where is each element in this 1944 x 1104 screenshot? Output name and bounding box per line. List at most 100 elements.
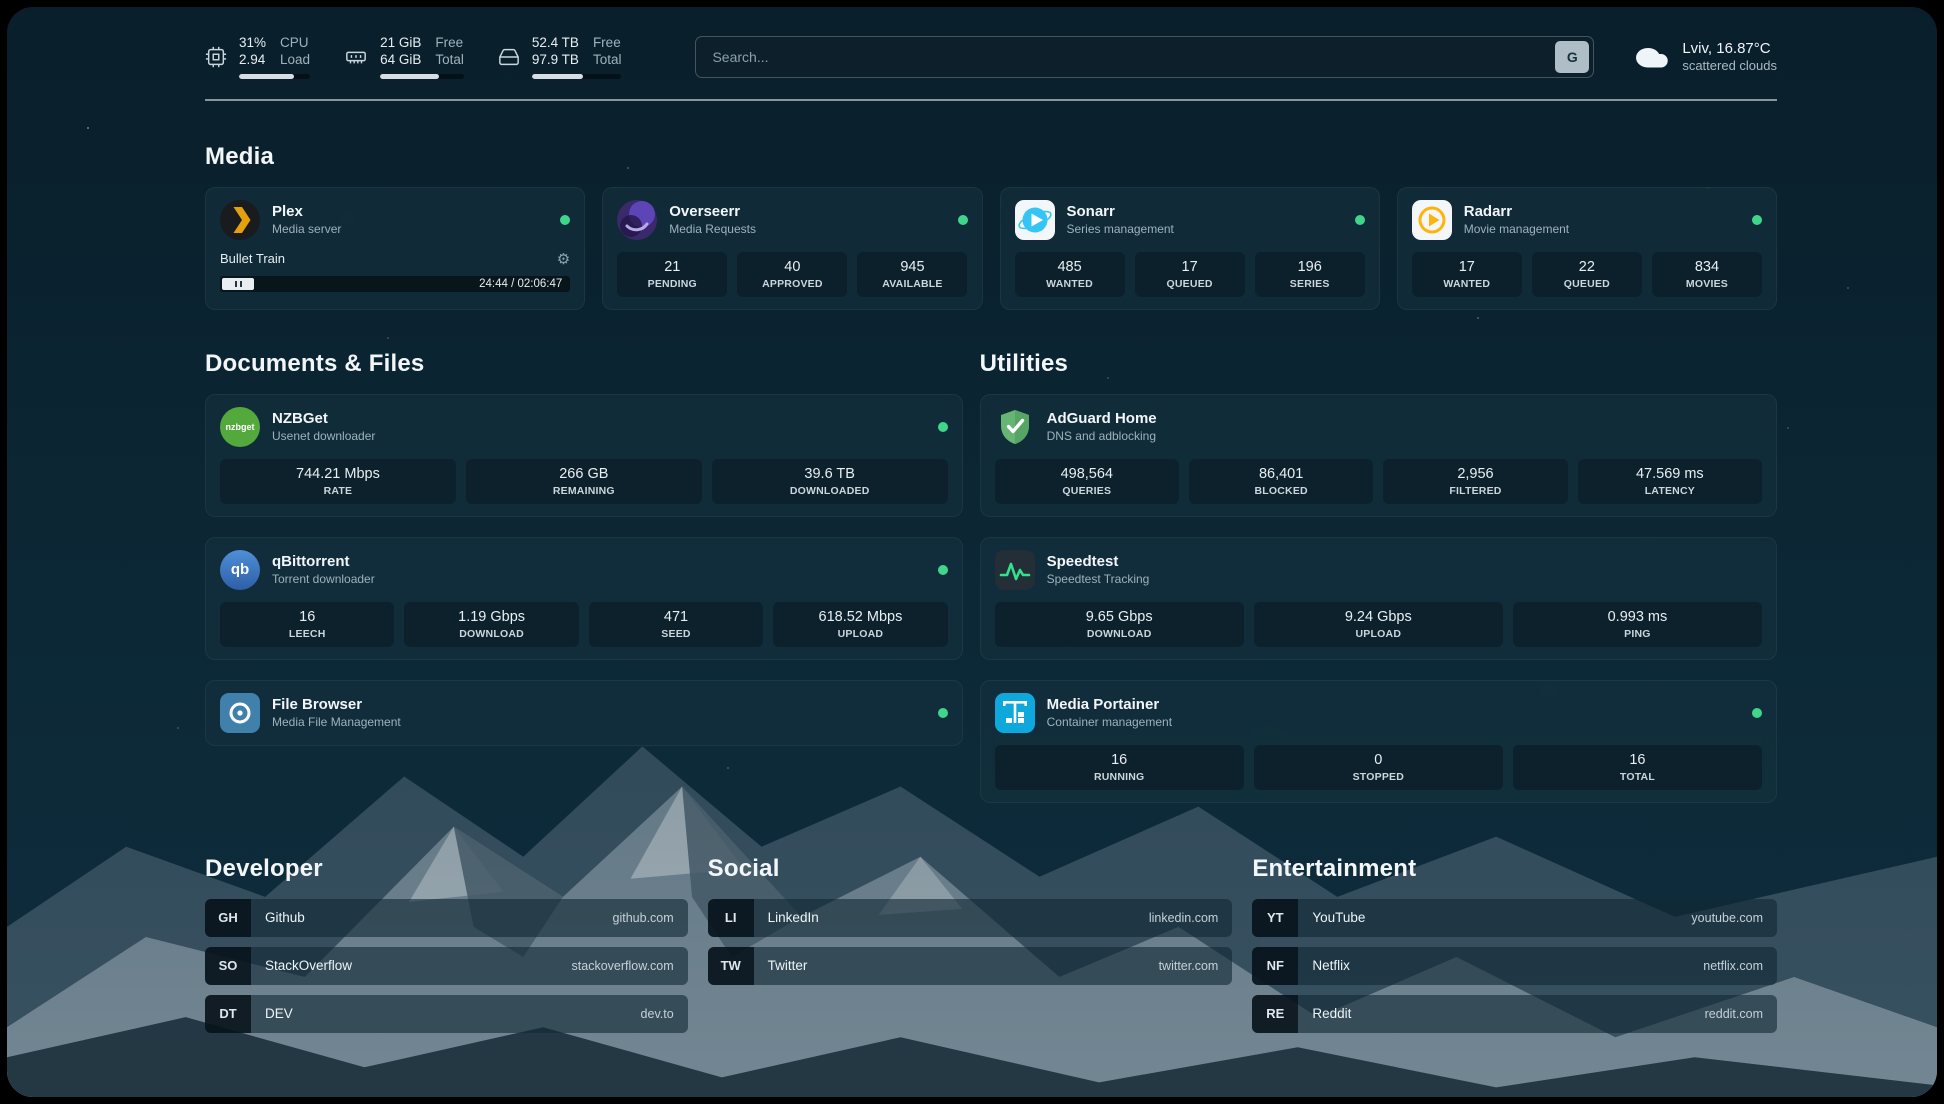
weather-condition: scattered clouds xyxy=(1682,58,1777,75)
disk-widget: 52.4 TB 97.9 TB Free Total xyxy=(498,35,622,79)
status-dot xyxy=(1355,215,1365,225)
stat-value: 86,401 xyxy=(1195,466,1367,482)
bookmark-abbr: TW xyxy=(708,947,754,985)
app-subtitle: Container management xyxy=(1047,715,1172,731)
memory-total-label: Total xyxy=(435,52,464,69)
cpu-bar xyxy=(239,74,310,79)
search-input[interactable] xyxy=(695,36,1594,78)
app-title: Speedtest xyxy=(1047,552,1150,572)
stat-value: 0 xyxy=(1260,752,1497,768)
app-title: Media Portainer xyxy=(1047,695,1172,715)
cpu-load: 2.94 xyxy=(239,52,266,69)
stat-label: UPLOAD xyxy=(779,628,941,640)
qbittorrent-icon-text: qb xyxy=(231,561,249,578)
disk-total: 97.9 TB xyxy=(532,52,579,69)
section-heading-documents: Documents & Files xyxy=(205,350,963,378)
bookmark-url: netflix.com xyxy=(1703,959,1777,973)
status-dot xyxy=(958,215,968,225)
app-title: qBittorrent xyxy=(272,552,375,572)
plex-icon xyxy=(220,200,260,240)
dashboard-screen: 31% 2.94 CPU Load xyxy=(7,7,1937,1097)
bookmark-url: reddit.com xyxy=(1705,1007,1777,1021)
stat-value: 16 xyxy=(1519,752,1756,768)
search-provider-button[interactable]: G xyxy=(1555,41,1589,73)
stat-value: 9.65 Gbps xyxy=(1001,609,1238,625)
bookmark-url: linkedin.com xyxy=(1149,911,1232,925)
bookmark-abbr: RE xyxy=(1252,995,1298,1033)
stat-label: RUNNING xyxy=(1001,771,1238,783)
card-speedtest[interactable]: Speedtest Speedtest Tracking 9.65 Gbps D… xyxy=(980,537,1777,660)
stat-label: UPLOAD xyxy=(1260,628,1497,640)
status-dot xyxy=(938,708,948,718)
disk-bar xyxy=(532,74,622,79)
card-radarr[interactable]: Radarr Movie management 17 WANTED 22 QUE… xyxy=(1397,187,1777,310)
playback-progress-bar[interactable]: 24:44 / 02:06:47 xyxy=(220,276,570,292)
section-heading-utilities: Utilities xyxy=(980,350,1777,378)
bookmark-stackoverflow[interactable]: SO StackOverflow stackoverflow.com xyxy=(205,947,688,985)
stat-label: REMAINING xyxy=(472,485,696,497)
bookmark-name: LinkedIn xyxy=(754,910,1149,925)
bookmark-github[interactable]: GH Github github.com xyxy=(205,899,688,937)
stat-box: 22 QUEUED xyxy=(1532,252,1642,297)
stat-label: PING xyxy=(1519,628,1756,640)
app-title: Overseerr xyxy=(669,202,756,222)
card-sonarr[interactable]: Sonarr Series management 485 WANTED 17 Q… xyxy=(1000,187,1380,310)
section-heading-social: Social xyxy=(708,855,1233,883)
stat-box: 47.569 ms LATENCY xyxy=(1578,459,1762,504)
bookmark-url: stackoverflow.com xyxy=(572,959,688,973)
stat-value: 2,956 xyxy=(1389,466,1561,482)
stat-value: 47.569 ms xyxy=(1584,466,1756,482)
bookmark-linkedin[interactable]: LI LinkedIn linkedin.com xyxy=(708,899,1233,937)
stat-box: 834 MOVIES xyxy=(1652,252,1762,297)
portainer-icon xyxy=(995,693,1035,733)
speedtest-icon xyxy=(995,550,1035,590)
card-plex[interactable]: Plex Media server Bullet Train ⚙ 24:44 /… xyxy=(205,187,585,310)
section-social: Social LI LinkedIn linkedin.com TW Twitt… xyxy=(708,855,1233,1033)
stat-box: 2,956 FILTERED xyxy=(1383,459,1567,504)
stat-value: 1.19 Gbps xyxy=(410,609,572,625)
card-adguard[interactable]: AdGuard Home DNS and adblocking 498,564 … xyxy=(980,394,1777,517)
status-dot xyxy=(938,565,948,575)
card-overseerr[interactable]: Overseerr Media Requests 21 PENDING 40 A… xyxy=(602,187,982,310)
bookmark-netflix[interactable]: NF Netflix netflix.com xyxy=(1252,947,1777,985)
stat-label: QUEUED xyxy=(1538,278,1636,290)
stat-value: 39.6 TB xyxy=(718,466,942,482)
app-subtitle: Torrent downloader xyxy=(272,572,375,588)
sonarr-icon xyxy=(1015,200,1055,240)
settings-gear-icon[interactable]: ⚙ xyxy=(557,250,570,268)
card-filebrowser[interactable]: File Browser Media File Management xyxy=(205,680,963,746)
bookmark-youtube[interactable]: YT YouTube youtube.com xyxy=(1252,899,1777,937)
section-utilities: Utilities AdGu xyxy=(980,350,1777,803)
bookmark-abbr: GH xyxy=(205,899,251,937)
bookmark-url: twitter.com xyxy=(1159,959,1233,973)
stat-label: RATE xyxy=(226,485,450,497)
cpu-label: CPU xyxy=(280,35,310,52)
section-heading-media: Media xyxy=(205,143,1777,171)
bookmark-name: Twitter xyxy=(754,958,1159,973)
bookmark-reddit[interactable]: RE Reddit reddit.com xyxy=(1252,995,1777,1033)
stat-value: 9.24 Gbps xyxy=(1260,609,1497,625)
card-nzbget[interactable]: nzbget NZBGet Usenet downloader 744.21 M… xyxy=(205,394,963,517)
stat-value: 16 xyxy=(1001,752,1238,768)
bookmark-twitter[interactable]: TW Twitter twitter.com xyxy=(708,947,1233,985)
stat-box: 40 APPROVED xyxy=(737,252,847,297)
status-dot xyxy=(938,422,948,432)
card-portainer[interactable]: Media Portainer Container management 16 … xyxy=(980,680,1777,803)
search-widget: G xyxy=(695,36,1594,78)
app-title: Sonarr xyxy=(1067,202,1174,222)
stat-value: 945 xyxy=(863,259,961,275)
memory-icon xyxy=(344,46,368,68)
card-qbittorrent[interactable]: qb qBittorrent Torrent downloader 16 xyxy=(205,537,963,660)
nzbget-icon: nzbget xyxy=(220,407,260,447)
bookmark-name: Netflix xyxy=(1298,958,1703,973)
bookmark-dev[interactable]: DT DEV dev.to xyxy=(205,995,688,1033)
pause-button[interactable] xyxy=(222,278,254,290)
stat-value: 498,564 xyxy=(1001,466,1173,482)
stat-label: MOVIES xyxy=(1658,278,1756,290)
bookmark-abbr: DT xyxy=(205,995,251,1033)
cpu-icon xyxy=(205,46,227,68)
memory-bar xyxy=(380,74,464,79)
stat-label: BLOCKED xyxy=(1195,485,1367,497)
stat-box: 266 GB REMAINING xyxy=(466,459,702,504)
cpu-load-label: Load xyxy=(280,52,310,69)
